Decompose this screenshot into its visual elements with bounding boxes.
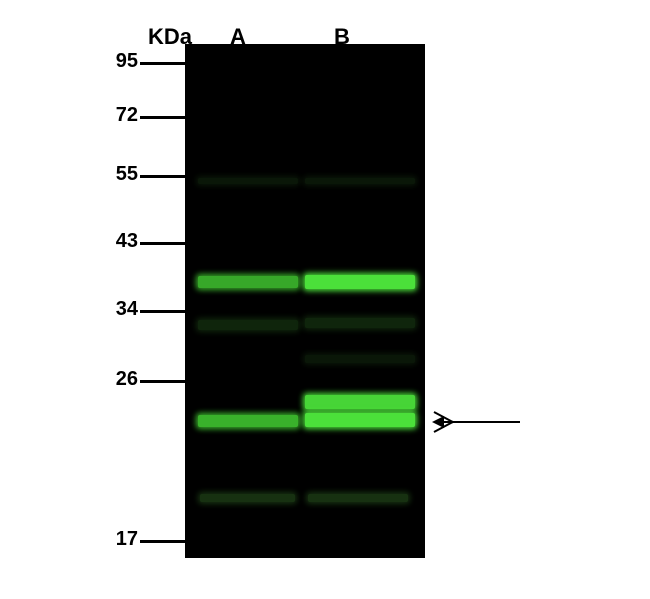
mw-tick — [140, 242, 185, 245]
mw-label: 17 — [98, 528, 138, 551]
mw-tick — [140, 62, 185, 65]
band — [200, 494, 295, 502]
band — [308, 494, 408, 502]
blot-region — [185, 44, 425, 558]
lane-label: B — [334, 24, 350, 50]
band — [305, 275, 415, 289]
lane-label: A — [230, 24, 246, 50]
arrow-shaft — [444, 421, 520, 423]
band — [305, 395, 415, 409]
band — [305, 355, 415, 363]
band — [198, 178, 298, 184]
mw-label: 72 — [98, 104, 138, 127]
mw-label: 26 — [98, 368, 138, 391]
mw-tick — [140, 380, 185, 383]
mw-tick — [140, 116, 185, 119]
mw-label: 95 — [98, 50, 138, 73]
mw-label: 55 — [98, 163, 138, 186]
mw-tick — [140, 310, 185, 313]
mw-label: 34 — [98, 298, 138, 321]
band — [198, 415, 298, 427]
band — [305, 178, 415, 184]
blot-figure: KDa AB 95725543342617 — [0, 0, 650, 599]
band — [305, 413, 415, 427]
mw-label: 43 — [98, 230, 138, 253]
band — [198, 320, 298, 330]
band — [305, 318, 415, 328]
mw-tick — [140, 540, 185, 543]
band — [198, 276, 298, 288]
mw-tick — [140, 175, 185, 178]
